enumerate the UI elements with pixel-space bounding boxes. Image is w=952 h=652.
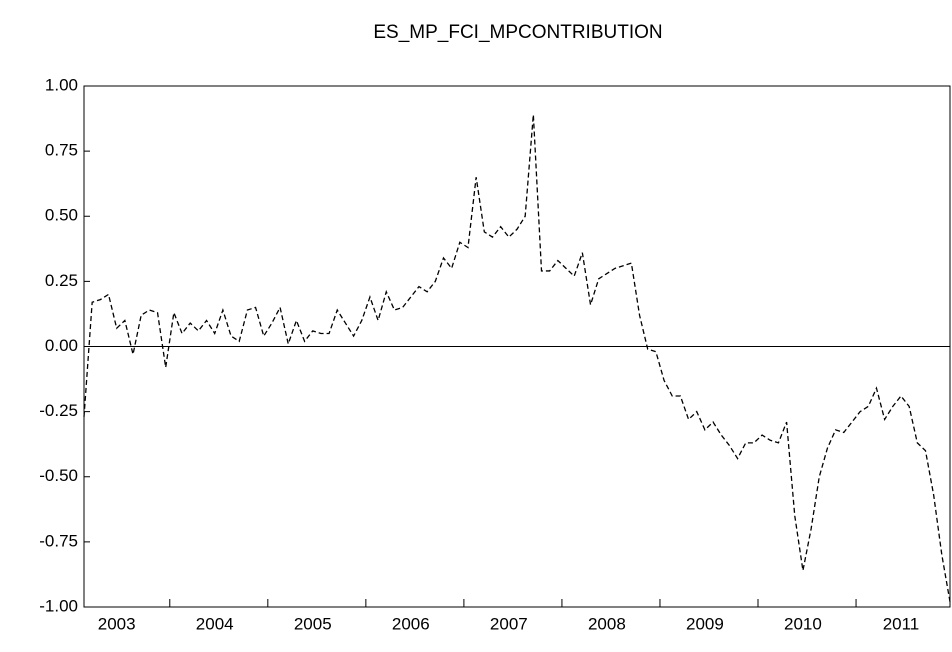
x-tick-label: 2006	[392, 614, 430, 633]
y-tick-label: -0.75	[39, 531, 78, 550]
x-tick-label: 2009	[686, 614, 724, 633]
x-tick-label: 2010	[784, 614, 822, 633]
y-tick-label: -1.00	[39, 596, 78, 615]
x-tick-label: 2003	[98, 614, 136, 633]
x-tick-label: 2007	[490, 614, 528, 633]
x-tick-label: 2004	[196, 614, 234, 633]
x-tick-label: 2011	[883, 614, 920, 633]
y-tick-label: 1.00	[45, 75, 78, 94]
y-tick-label: 0.75	[45, 141, 78, 160]
y-tick-label: 0.00	[45, 336, 78, 355]
y-tick-label: -0.50	[39, 466, 78, 485]
y-tick-label: 0.50	[45, 206, 78, 225]
x-tick-label: 2008	[588, 614, 626, 633]
x-tick-label: 2005	[294, 614, 332, 633]
chart-title: ES_MP_FCI_MPCONTRIBUTION	[373, 22, 662, 43]
y-tick-label: -0.25	[39, 401, 78, 420]
y-tick-label: 0.25	[45, 271, 78, 290]
series-line	[83, 114, 951, 602]
